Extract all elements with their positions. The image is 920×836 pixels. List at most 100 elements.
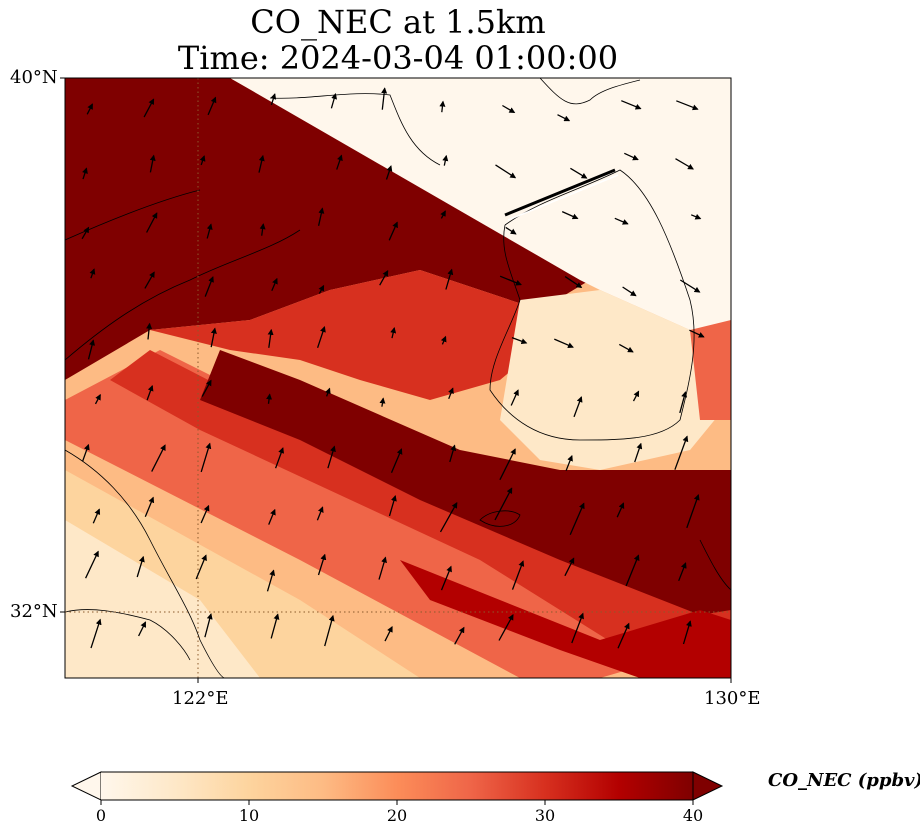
colorbar-extend-low	[70, 771, 102, 801]
wind-arrow	[210, 327, 217, 348]
wind-arrow	[144, 271, 155, 289]
border-nk-china	[504, 168, 616, 217]
field-band-lowest-sw	[65, 520, 260, 678]
field-plume-southeast	[400, 560, 731, 678]
wind-arrow	[614, 217, 629, 225]
wind-arrow	[675, 158, 694, 170]
wind-arrow	[564, 557, 575, 577]
wind-arrow	[143, 98, 155, 118]
wind-arrow	[336, 154, 343, 170]
wind-arrow	[554, 338, 574, 348]
wind-arrow	[317, 207, 325, 226]
wind-arrow	[267, 328, 274, 348]
wind-arrow	[440, 210, 446, 219]
axis-ticks	[60, 77, 732, 683]
wind-arrow	[270, 613, 280, 639]
wind-arrow	[259, 223, 266, 236]
lon-label-122e: 122°E	[172, 688, 229, 709]
colorbar-gradient	[101, 772, 693, 800]
wind-arrow	[557, 114, 571, 122]
wind-arrow	[686, 494, 700, 529]
wind-arrow	[570, 167, 588, 179]
wind-arrow	[622, 286, 637, 297]
wind-arrow	[390, 327, 397, 339]
wind-arrow	[201, 379, 212, 397]
wind-arrow	[384, 626, 393, 642]
wind-arrow	[136, 555, 145, 578]
wind-arrow	[378, 556, 387, 580]
colorbar	[70, 771, 724, 805]
wind-arrow	[499, 275, 522, 286]
wind-arrow	[618, 343, 634, 353]
wind-arrow	[81, 226, 90, 240]
wind-arrow	[502, 104, 516, 114]
wind-arrow	[330, 93, 338, 109]
wind-arrow	[454, 626, 465, 645]
wind-arrow	[498, 614, 514, 641]
wind-arrow	[510, 389, 519, 406]
wind-arrow	[195, 554, 207, 580]
wind-arrow	[317, 553, 327, 576]
wind-arrow	[204, 276, 214, 297]
map-title-line1: CO_NEC at 1.5km	[250, 3, 546, 41]
wind-arrow	[442, 154, 449, 166]
field-plume-south	[200, 350, 731, 615]
coastlines	[65, 78, 731, 678]
wind-arrow	[625, 554, 640, 587]
lat-label-40n: 40°N	[10, 67, 58, 88]
lat-label-32n: 32°N	[10, 601, 58, 622]
coastline-north-korea-top	[539, 78, 641, 105]
coastline-yangtze	[65, 609, 191, 661]
coastline-liaodong	[269, 93, 441, 166]
field-plume-northwest	[65, 78, 590, 380]
field-transition-north	[150, 270, 560, 400]
wind-arrow	[146, 384, 154, 401]
wind-arrow	[388, 495, 397, 517]
wind-arrow	[390, 448, 403, 473]
wind-arrow	[445, 268, 454, 290]
wind-arrow	[92, 508, 101, 524]
wind-arrow	[682, 620, 692, 645]
coastline-jeju	[479, 510, 521, 527]
wind-arrow	[494, 487, 513, 521]
wind-arrow	[511, 560, 525, 590]
field-east-edge	[690, 320, 731, 420]
wind-arrow	[617, 622, 630, 649]
coastline-east-china	[65, 449, 226, 678]
concentration-field	[65, 78, 731, 678]
wind-arrow	[206, 223, 213, 239]
wind-arrow	[258, 154, 265, 173]
wind-arrow	[565, 454, 573, 471]
wind-arrow	[266, 393, 273, 404]
coastline-bohai	[65, 189, 201, 241]
map-title-line2: Time: 2024-03-04 01:00:00	[177, 39, 619, 77]
wind-arrow	[146, 322, 153, 340]
wind-arrow	[690, 213, 702, 220]
wind-arrow	[569, 502, 585, 535]
colorbar-tick-20: 20	[386, 806, 408, 825]
colorbar-extend-high	[692, 771, 724, 801]
wind-arrow	[86, 103, 93, 115]
wind-arrow	[616, 502, 625, 518]
wind-arrow	[564, 276, 583, 288]
wind-arrow	[318, 284, 325, 294]
wind-arrow	[149, 154, 156, 173]
wind-arrow	[388, 221, 398, 241]
wind-vectors	[81, 87, 705, 649]
wind-arrow	[679, 279, 701, 293]
border-nk-china-inner	[507, 174, 619, 221]
wind-arrow	[511, 336, 528, 345]
colorbar-tick-0: 0	[95, 806, 107, 825]
lon-label-130e: 130°E	[704, 688, 761, 709]
wind-arrow	[207, 96, 217, 116]
wind-arrow	[440, 335, 447, 345]
field-band-high	[110, 350, 731, 660]
wind-arrow	[381, 87, 388, 110]
wind-arrow	[268, 508, 276, 525]
wind-arrow	[676, 100, 699, 111]
wind-arrow	[499, 448, 516, 481]
wind-arrow	[325, 387, 331, 397]
wind-arrow	[571, 612, 584, 644]
wind-arrow	[274, 447, 285, 469]
